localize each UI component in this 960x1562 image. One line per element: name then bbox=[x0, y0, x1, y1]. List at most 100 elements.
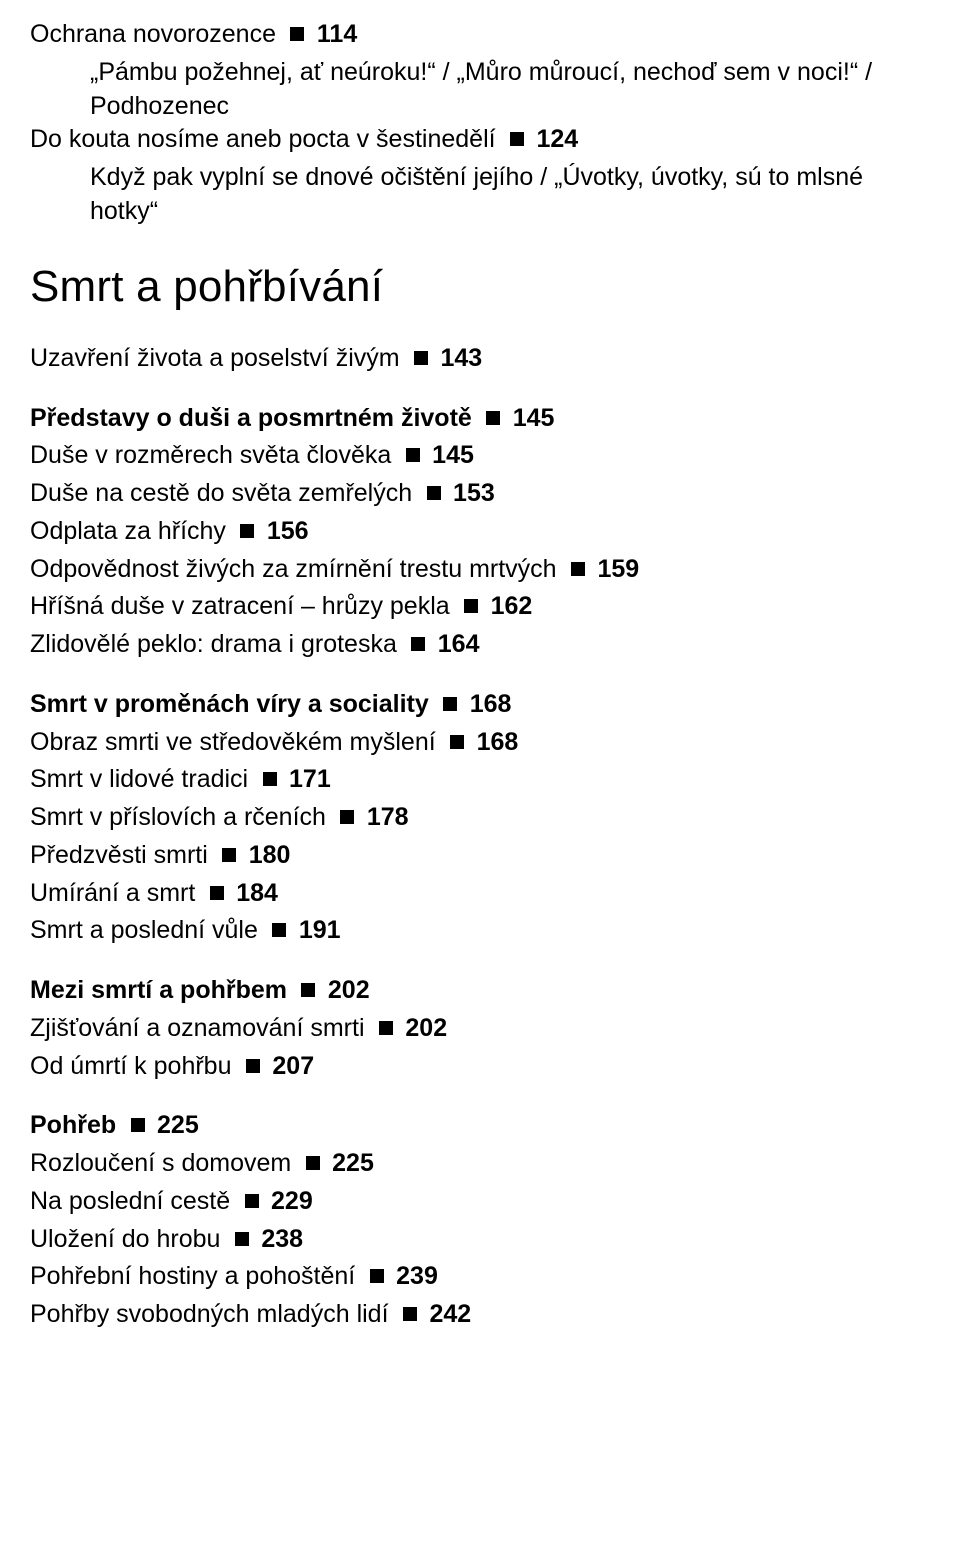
bullet-icon bbox=[486, 411, 500, 425]
toc-entry: Od úmrtí k pohřbu 207 bbox=[30, 1050, 930, 1084]
entry-title: Pohřeb bbox=[30, 1111, 116, 1139]
entry-page: 162 bbox=[491, 592, 533, 620]
entry-page: 156 bbox=[267, 517, 309, 545]
bullet-icon bbox=[246, 1059, 260, 1073]
entry-page: 168 bbox=[470, 690, 512, 718]
toc-entry: Smrt v proměnách víry a sociality 168 bbox=[30, 688, 930, 722]
section-heading: Smrt a pohřbívání bbox=[30, 257, 930, 316]
entry-title: Pohřby svobodných mladých lidí bbox=[30, 1300, 389, 1328]
entry-page: 178 bbox=[367, 803, 409, 831]
toc-entry: Představy o duši a posmrtném životě 145 bbox=[30, 402, 930, 436]
toc-entry: Duše na cestě do světa zemřelých 153 bbox=[30, 477, 930, 511]
entry-title: Umírání a smrt bbox=[30, 879, 195, 907]
bullet-icon bbox=[222, 848, 236, 862]
entry-page: 164 bbox=[438, 630, 480, 658]
toc-entry: Pohřby svobodných mladých lidí 242 bbox=[30, 1298, 930, 1332]
bullet-icon bbox=[414, 351, 428, 365]
entry-page: 145 bbox=[432, 441, 474, 469]
entry-title: Do kouta nosíme aneb pocta v šestinedělí bbox=[30, 125, 496, 153]
entry-page: 207 bbox=[272, 1052, 314, 1080]
entry-page: 184 bbox=[236, 879, 278, 907]
entry-page: 225 bbox=[332, 1149, 374, 1177]
bullet-icon bbox=[406, 448, 420, 462]
entry-title: Smrt v proměnách víry a sociality bbox=[30, 690, 429, 718]
entry-page: 159 bbox=[598, 555, 640, 583]
entry-page: 124 bbox=[536, 125, 578, 153]
toc-entry: Ochrana novorozence 114 bbox=[30, 18, 930, 52]
entry-title: Odpovědnost živých za zmírnění trestu mr… bbox=[30, 555, 557, 583]
entry-title: Zlidovělé peklo: drama i groteska bbox=[30, 630, 397, 658]
toc-entry: Rozloučení s domovem 225 bbox=[30, 1147, 930, 1181]
bullet-icon bbox=[370, 1269, 384, 1283]
bullet-icon bbox=[131, 1118, 145, 1132]
entry-page: 229 bbox=[271, 1187, 313, 1215]
toc-entry: Do kouta nosíme aneb pocta v šestinedělí… bbox=[30, 123, 930, 157]
entry-title: Zjišťování a oznamování smrti bbox=[30, 1014, 365, 1042]
entry-title: Uzavření života a poselství živým bbox=[30, 344, 400, 372]
bullet-icon bbox=[510, 132, 524, 146]
entry-page: 225 bbox=[157, 1111, 199, 1139]
bullet-icon bbox=[379, 1021, 393, 1035]
entry-title: Od úmrtí k pohřbu bbox=[30, 1052, 231, 1080]
entry-page: 242 bbox=[429, 1300, 471, 1328]
bullet-icon bbox=[464, 599, 478, 613]
entry-title: Hříšná duše v zatracení – hrůzy pekla bbox=[30, 592, 450, 620]
entry-title: Ochrana novorozence bbox=[30, 20, 276, 48]
toc-entry: Smrt v příslovích a rčeních 178 bbox=[30, 801, 930, 835]
entry-title: Rozloučení s domovem bbox=[30, 1149, 291, 1177]
entry-page: 114 bbox=[317, 20, 357, 48]
entry-page: 153 bbox=[453, 479, 495, 507]
entry-page: 171 bbox=[289, 765, 331, 793]
entry-subtitle: Když pak vyplní se dnové očištění jejího… bbox=[30, 161, 930, 195]
entry-page: 180 bbox=[249, 841, 291, 869]
bullet-icon bbox=[263, 772, 277, 786]
entry-title: Smrt v příslovích a rčeních bbox=[30, 803, 326, 831]
toc-entry: Smrt a poslední vůle 191 bbox=[30, 914, 930, 948]
entry-page: 191 bbox=[299, 916, 341, 944]
toc-entry: Uzavření života a poselství živým 143 bbox=[30, 342, 930, 376]
toc-entry: Uložení do hrobu 238 bbox=[30, 1223, 930, 1257]
entry-title: Odplata za hříchy bbox=[30, 517, 226, 545]
entry-title: Na poslední cestě bbox=[30, 1187, 230, 1215]
entry-page: 202 bbox=[405, 1014, 447, 1042]
entry-title: Duše v rozměrech světa člověka bbox=[30, 441, 391, 469]
toc-entry: Odplata za hříchy 156 bbox=[30, 515, 930, 549]
entry-title: Mezi smrtí a pohřbem bbox=[30, 976, 287, 1004]
toc-entry: Předzvěsti smrti 180 bbox=[30, 839, 930, 873]
bullet-icon bbox=[411, 637, 425, 651]
bullet-icon bbox=[272, 923, 286, 937]
toc-entry: Smrt v lidové tradici 171 bbox=[30, 763, 930, 797]
entry-title: Duše na cestě do světa zemřelých bbox=[30, 479, 412, 507]
toc-entry: Na poslední cestě 229 bbox=[30, 1185, 930, 1219]
bullet-icon bbox=[403, 1307, 417, 1321]
entry-title: Pohřební hostiny a pohoštění bbox=[30, 1262, 355, 1290]
bullet-icon bbox=[301, 983, 315, 997]
entry-title: Představy o duši a posmrtném životě bbox=[30, 404, 472, 432]
entry-title: Uložení do hrobu bbox=[30, 1225, 220, 1253]
toc-entry: Odpovědnost živých za zmírnění trestu mr… bbox=[30, 553, 930, 587]
toc-entry: Zjišťování a oznamování smrti 202 bbox=[30, 1012, 930, 1046]
bullet-icon bbox=[443, 697, 457, 711]
bullet-icon bbox=[571, 562, 585, 576]
bullet-icon bbox=[427, 486, 441, 500]
entry-title: Smrt v lidové tradici bbox=[30, 765, 248, 793]
bullet-icon bbox=[210, 886, 224, 900]
bullet-icon bbox=[290, 27, 304, 41]
bullet-icon bbox=[240, 524, 254, 538]
entry-page: 238 bbox=[261, 1225, 303, 1253]
entry-subtitle: „Pámbu požehnej, ať neúroku!“ / „Můro mů… bbox=[30, 56, 930, 90]
entry-subtitle: hotky“ bbox=[30, 195, 930, 229]
bullet-icon bbox=[450, 735, 464, 749]
bullet-icon bbox=[235, 1232, 249, 1246]
toc-entry: Hříšná duše v zatracení – hrůzy pekla 16… bbox=[30, 590, 930, 624]
entry-title: Předzvěsti smrti bbox=[30, 841, 208, 869]
entry-page: 168 bbox=[477, 728, 519, 756]
entry-page: 239 bbox=[396, 1262, 438, 1290]
toc-entry: Umírání a smrt 184 bbox=[30, 877, 930, 911]
entry-subtitle: Podhozenec bbox=[30, 90, 930, 124]
toc-entry: Duše v rozměrech světa člověka 145 bbox=[30, 439, 930, 473]
bullet-icon bbox=[306, 1156, 320, 1170]
entry-title: Smrt a poslední vůle bbox=[30, 916, 258, 944]
toc-entry: Zlidovělé peklo: drama i groteska 164 bbox=[30, 628, 930, 662]
toc-entry: Pohřeb 225 bbox=[30, 1109, 930, 1143]
